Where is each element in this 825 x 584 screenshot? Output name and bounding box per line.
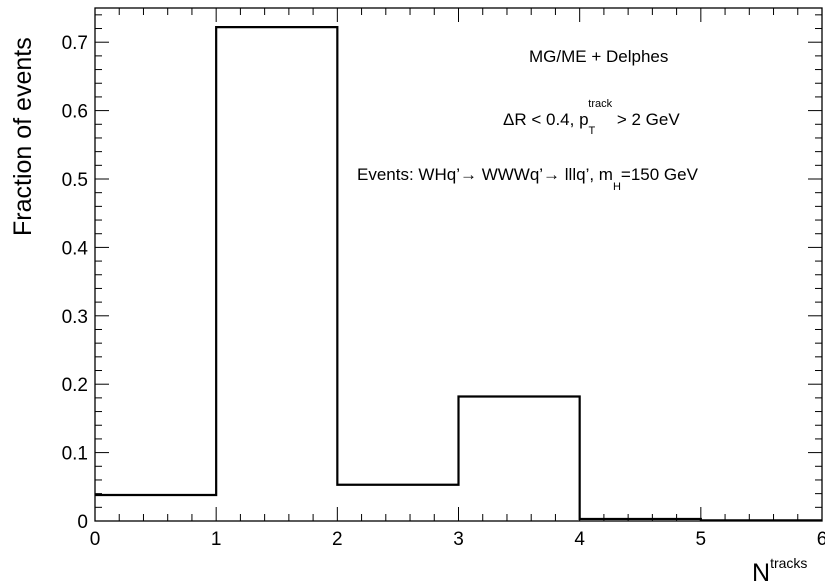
y-tick-label: 0.6 [62, 102, 88, 123]
annotation-generator: MG/ME + Delphes [529, 47, 668, 66]
x-axis-title-sup: tracks [770, 555, 807, 571]
annotation-cuts-main: ΔR < 0.4, p [503, 110, 589, 129]
histogram-bin [95, 495, 216, 521]
y-tick-labels: 0 0.1 0.2 0.3 0.4 0.5 0.6 0.7 [62, 33, 89, 533]
annotation-events-tail: =150 GeV [621, 165, 699, 184]
histogram-line [95, 26, 822, 522]
y-tick-label: 0.7 [62, 33, 88, 54]
x-tick-label: 3 [453, 529, 464, 550]
y-axis-title: Fraction of events [9, 37, 37, 236]
x-tick-label: 2 [332, 529, 343, 550]
axis-ticks [94, 8, 823, 522]
x-tick-label: 4 [574, 529, 585, 550]
x-tick-label: 6 [817, 529, 825, 550]
x-tick-labels: 0 1 2 3 4 5 6 [90, 529, 825, 550]
y-tick-label: 0.2 [62, 375, 88, 396]
x-tick-label: 0 [90, 529, 101, 550]
annotation-events-main: Events: WHq’→ WWWq’→ lllq’, m [357, 165, 613, 184]
annotation-cuts-sub: T [589, 125, 596, 137]
histogram-bin [337, 485, 458, 521]
annotation-events: Events: WHq’→ WWWq’→ lllq’, mH=150 GeV [357, 165, 699, 193]
y-tick-label: 0.5 [62, 170, 88, 191]
annotation-events-sub: H [613, 181, 621, 193]
annotation-cuts-tail: > 2 GeV [612, 110, 680, 129]
x-axis-title: Ntracks [752, 555, 807, 584]
y-tick-label: 0.3 [62, 307, 88, 328]
y-tick-label: 0.4 [62, 238, 89, 259]
annotation-cuts-sup: track [588, 98, 612, 110]
annotation-cuts: ΔR < 0.4, pTtrack > 2 GeV [503, 98, 680, 137]
x-tick-label: 5 [696, 529, 707, 550]
x-tick-label: 1 [211, 529, 222, 550]
x-axis-title-main: N [752, 559, 770, 584]
y-tick-label: 0.1 [62, 444, 88, 465]
histogram-bin [216, 27, 337, 521]
y-tick-label: 0 [77, 512, 88, 533]
histogram-bin [459, 397, 580, 521]
